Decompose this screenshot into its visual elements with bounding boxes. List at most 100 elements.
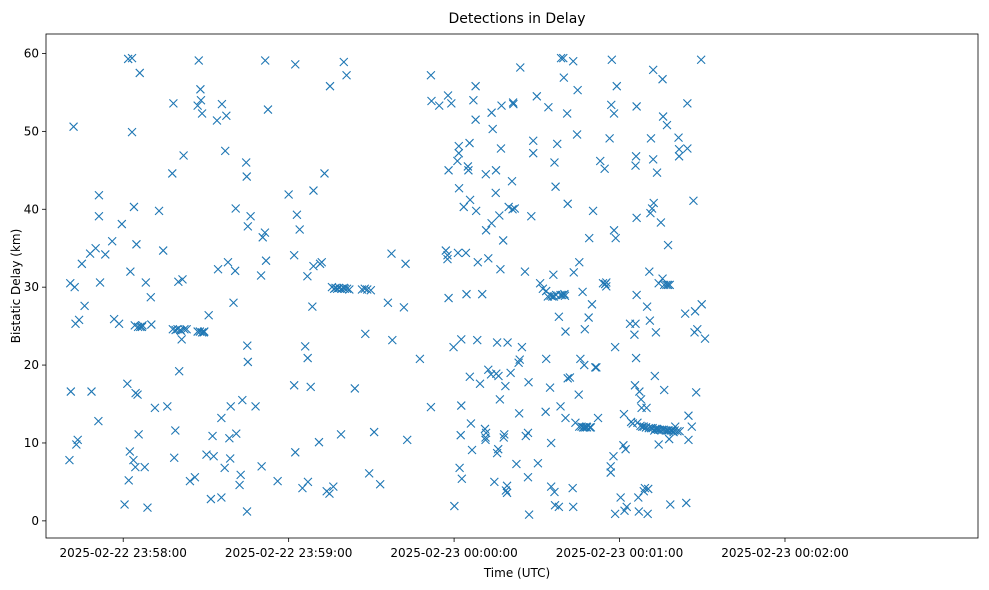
data-point (545, 383, 555, 393)
data-point (303, 271, 312, 281)
data-point (180, 324, 189, 334)
data-point (639, 422, 649, 431)
data-point (169, 98, 178, 108)
data-point (504, 202, 514, 212)
data-point (125, 267, 135, 276)
data-point (107, 236, 117, 246)
data-point (552, 139, 562, 149)
data-point (366, 285, 376, 295)
data-point (585, 422, 595, 432)
data-point (554, 312, 564, 322)
data-point (659, 385, 669, 395)
data-point (251, 401, 260, 411)
data-point (309, 261, 318, 271)
data-point (582, 422, 592, 432)
data-point (466, 419, 476, 428)
data-point (663, 280, 673, 290)
data-point (464, 165, 473, 175)
data-point (514, 358, 524, 368)
data-point (459, 202, 469, 212)
data-point (197, 327, 207, 337)
data-point (471, 206, 481, 216)
data-point (342, 70, 351, 80)
data-point (317, 257, 327, 267)
data-point (426, 402, 436, 412)
data-point (523, 428, 533, 438)
data-point (560, 289, 569, 299)
data-point (197, 109, 207, 118)
data-point (223, 257, 233, 267)
y-tick-label: 30 (24, 280, 39, 294)
data-point (496, 264, 505, 274)
data-point (303, 477, 313, 487)
data-point (66, 387, 76, 396)
data-point (137, 322, 147, 332)
data-point (562, 109, 572, 118)
data-point (328, 482, 338, 491)
data-point (651, 327, 661, 337)
data-point (236, 470, 246, 480)
data-point (178, 274, 187, 284)
data-point (456, 401, 466, 410)
data-point (117, 219, 127, 229)
data-point (609, 451, 618, 461)
data-point (481, 435, 490, 445)
data-point (575, 354, 585, 364)
data-point (263, 105, 273, 114)
data-point (221, 111, 231, 121)
data-point (690, 306, 700, 316)
data-point (682, 144, 692, 153)
data-point (600, 164, 610, 174)
data-point (114, 319, 124, 329)
data-point (550, 487, 559, 497)
data-point (499, 433, 509, 442)
data-point (237, 395, 247, 405)
data-point (134, 430, 144, 439)
data-point (591, 363, 601, 372)
data-point (336, 430, 346, 439)
data-point (640, 483, 650, 493)
data-point (502, 481, 512, 491)
data-point (601, 282, 611, 291)
data-point (453, 156, 462, 166)
data-point (471, 81, 480, 91)
data-point (681, 498, 691, 508)
data-point (533, 458, 543, 468)
data-point (80, 301, 89, 311)
data-point (224, 433, 234, 443)
data-point (492, 338, 502, 347)
x-tick-label: 2025-02-22 23:59:00 (225, 546, 352, 560)
data-point (443, 254, 452, 264)
data-point (606, 468, 616, 477)
data-point (573, 85, 583, 95)
data-point (289, 250, 299, 260)
x-axis-label: Time (UTC) (483, 566, 550, 580)
data-point (663, 240, 673, 250)
data-point (674, 144, 684, 154)
data-point (130, 462, 140, 472)
data-point (696, 55, 706, 65)
data-point (461, 248, 471, 258)
data-point (212, 116, 222, 125)
data-point (606, 100, 616, 110)
data-point (91, 243, 101, 253)
data-point (146, 320, 156, 329)
data-point (488, 124, 498, 134)
data-point (532, 91, 542, 101)
data-point (526, 211, 536, 221)
data-point (463, 162, 473, 171)
data-point (568, 502, 578, 512)
data-point (649, 198, 659, 208)
data-point (487, 108, 496, 118)
data-point (606, 461, 616, 471)
data-point (700, 334, 710, 343)
data-point (644, 267, 654, 276)
data-point (631, 319, 640, 329)
data-point (162, 401, 172, 411)
data-point (691, 387, 701, 397)
data-point (646, 208, 655, 218)
data-point (243, 222, 253, 231)
scatter-points (65, 53, 710, 520)
data-point (524, 510, 534, 520)
